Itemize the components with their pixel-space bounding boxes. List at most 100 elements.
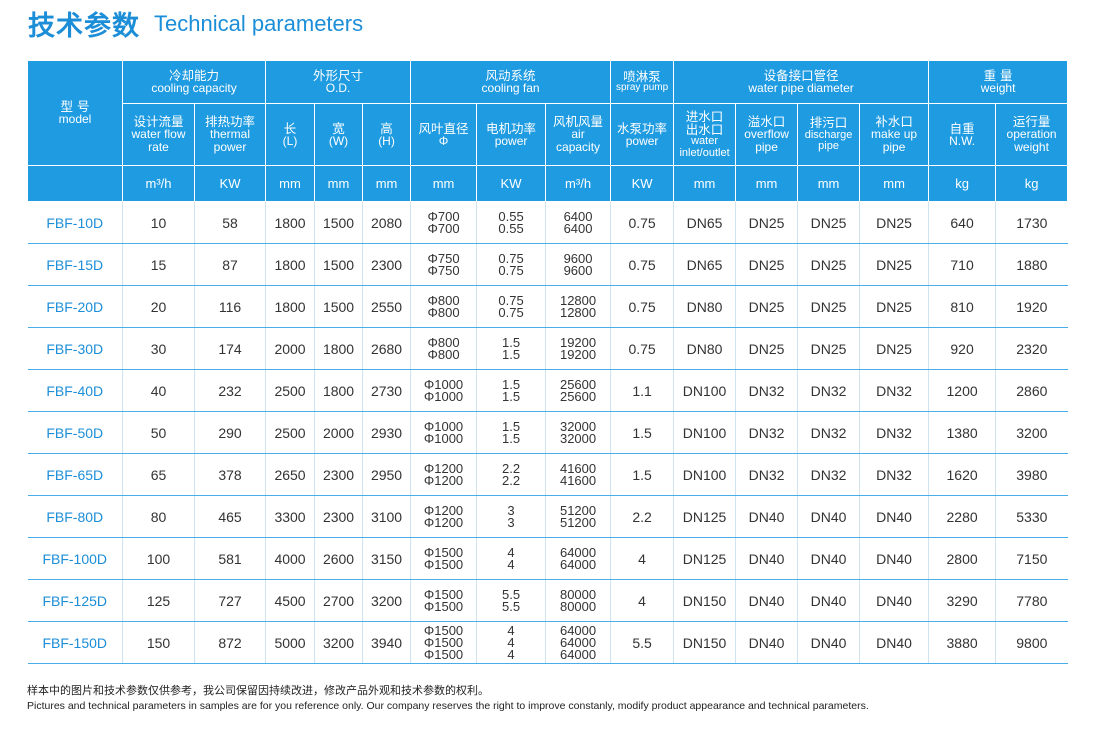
cell-motor-line: 5.5 [501, 598, 521, 614]
cell-length: 2650 [265, 453, 315, 496]
header-discharge: 排污口 discharge pipe [797, 103, 861, 166]
header-flow-cn: 设计流量 [133, 114, 184, 130]
spec-table-body: FBF-10D 10 58 1800 1500 2080 Φ700 Φ700 0.55 0.55 6… [27, 201, 1068, 664]
cell-motor: 1.5 1.5 [476, 327, 546, 370]
cell-flow: 65 [122, 453, 195, 496]
page-title: 技术参数 Technical parameters [28, 4, 363, 44]
title-en: Technical parameters [154, 10, 364, 36]
cell-pump: 1.5 [610, 411, 674, 454]
header-cooling-en: cooling capacity [151, 81, 237, 96]
header-pipe-en: water pipe diameter [748, 81, 854, 96]
cell-blade-line: Φ800 [427, 304, 460, 320]
header-overflow-en2: pipe [755, 140, 778, 155]
cell-air-volume-line: 9600 [563, 262, 593, 278]
cell-inlet-outlet: DN125 [673, 537, 736, 580]
cell-operation-weight: 5330 [995, 495, 1068, 538]
header-makeup-en2: pipe [882, 140, 906, 155]
cell-pump: 2.2 [610, 495, 674, 538]
cell-operation-weight: 1920 [995, 285, 1068, 328]
cell-motor: 0.75 0.75 [476, 243, 546, 286]
cell-air-volume-line: 64000 [559, 622, 597, 638]
cell-length: 2500 [265, 411, 315, 454]
unit-air-volume: m³/h [545, 165, 612, 202]
cell-flow: 30 [122, 327, 195, 370]
cell-length: 1800 [265, 243, 315, 286]
cell-blade-line: Φ800 [427, 292, 460, 308]
cell-height: 2300 [362, 243, 411, 286]
header-fan-en: cooling fan [481, 81, 540, 96]
cell-model: FBF-150D [27, 621, 123, 664]
cell-blade-line: Φ1200 [423, 472, 464, 488]
header-motor: 电机功率 power [476, 103, 547, 166]
cell-overflow: DN32 [735, 453, 798, 496]
cell-net-weight: 810 [928, 285, 996, 328]
header-model-en: model [58, 112, 92, 127]
header-fan-cn: 风动系统 [485, 68, 536, 84]
cell-blade-line: Φ700 [427, 220, 460, 236]
cell-blade: Φ1500 Φ1500 [410, 537, 477, 580]
cell-operation-weight: 3980 [995, 453, 1068, 496]
cell-overflow: DN25 [735, 243, 798, 286]
cell-air-volume-line: 6400 [563, 208, 593, 224]
cell-blade-line: Φ1000 [423, 418, 464, 434]
cell-width: 2300 [314, 495, 363, 538]
cell-width: 2000 [314, 411, 363, 454]
cell-inlet-outlet: DN100 [673, 411, 736, 454]
cell-motor-line: 4 [507, 544, 515, 560]
cell-motor-line: 2.2 [501, 460, 521, 476]
header-air-en2: capacity [556, 140, 601, 155]
cell-model: FBF-10D [27, 201, 123, 244]
table-row: FBF-10D 10 58 1800 1500 2080 Φ700 Φ700 0.55 0.55 6… [27, 201, 1068, 244]
cell-flow: 10 [122, 201, 195, 244]
table-row: FBF-125D 125 727 4500 2700 3200 Φ1500 Φ1500 5.5 5… [27, 579, 1068, 622]
cell-motor-line: 0.75 [498, 250, 524, 266]
cell-flow: 15 [122, 243, 195, 286]
cell-model: FBF-15D [27, 243, 123, 286]
cell-blade-line: Φ1500 [423, 634, 464, 650]
cell-pump: 1.1 [610, 369, 674, 412]
unit-length: mm [265, 165, 316, 202]
cell-motor-line: 4 [507, 634, 515, 650]
cell-overflow: DN40 [735, 579, 798, 622]
cell-discharge: DN32 [797, 453, 860, 496]
cell-discharge: DN32 [797, 411, 860, 454]
header-air-cn: 风机风量 [553, 114, 604, 130]
header-weight-en: weight [980, 81, 1016, 96]
table-row: FBF-80D 80 465 3300 2300 3100 Φ1200 Φ1200 3 3 5120… [27, 495, 1068, 538]
header-nw-cn: 自重 [949, 120, 975, 136]
cell-blade-line: Φ1500 [423, 544, 464, 560]
cell-makeup: DN25 [859, 327, 929, 370]
cell-air-volume: 6400 6400 [545, 201, 611, 244]
cell-thermal: 727 [193, 579, 266, 622]
cell-air-volume: 32000 32000 [545, 411, 611, 454]
header-unit-blank [27, 165, 123, 202]
cell-model: FBF-80D [27, 495, 123, 538]
header-cooling-fan: 风动系统 cooling fan [410, 60, 612, 104]
cell-height: 2550 [362, 285, 411, 328]
cell-width: 2300 [314, 453, 363, 496]
cell-air-volume-line: 19200 [559, 334, 597, 350]
cell-operation-weight: 2320 [995, 327, 1068, 370]
cell-net-weight: 3880 [928, 621, 996, 664]
cell-inlet-outlet: DN125 [673, 495, 736, 538]
disclaimer-en: Pictures and technical parameters in sam… [27, 700, 869, 712]
cell-blade-line: Φ1500 [423, 598, 464, 614]
header-blade-cn: 风叶直径 [418, 120, 469, 136]
cell-thermal: 116 [193, 285, 266, 328]
cell-operation-weight: 7150 [995, 537, 1068, 580]
cell-discharge: DN25 [797, 201, 860, 244]
cell-air-volume-line: 9600 [563, 250, 593, 266]
cell-blade-line: Φ1500 [423, 622, 464, 638]
cell-inlet-outlet: DN150 [673, 579, 736, 622]
cell-motor: 0.55 0.55 [476, 201, 546, 244]
cell-blade-line: Φ1000 [423, 376, 464, 392]
cell-pump: 5.5 [610, 621, 674, 664]
header-discharge-cn: 排污口 [809, 115, 848, 131]
cell-air-volume: 12800 12800 [545, 285, 611, 328]
cell-motor: 1.5 1.5 [476, 411, 546, 454]
cell-flow: 40 [122, 369, 195, 412]
cell-flow: 150 [122, 621, 195, 664]
cell-length: 3300 [265, 495, 315, 538]
header-width-cn: 宽 [332, 120, 345, 136]
